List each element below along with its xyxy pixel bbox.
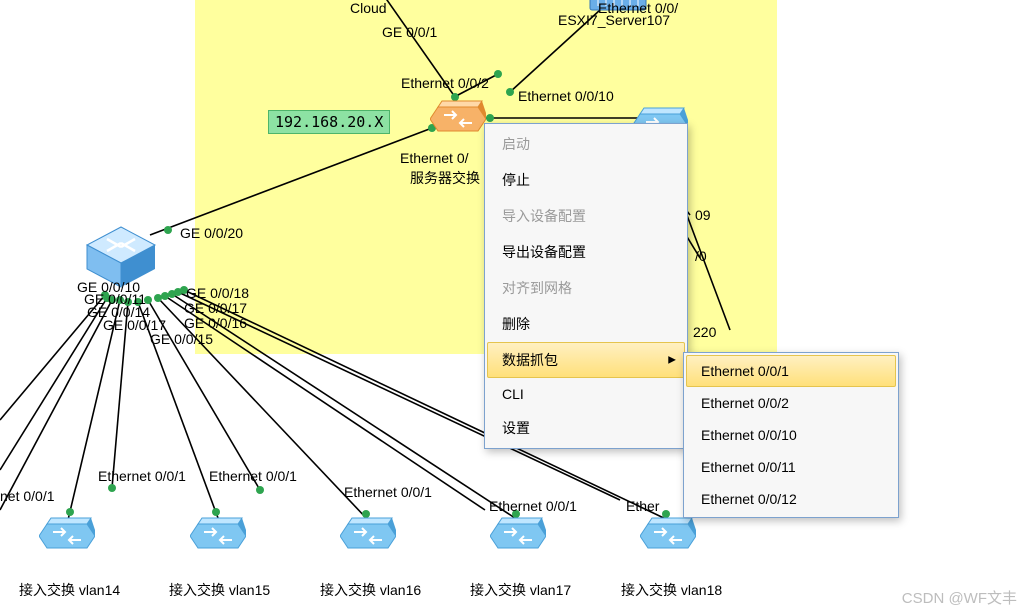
ip-tag: 192.168.20.X bbox=[268, 110, 390, 134]
submenu-item-4[interactable]: Ethernet 0/0/12 bbox=[686, 483, 896, 515]
label-geE: GE 0/0/15 bbox=[150, 331, 213, 347]
label-geG: GE 0/0/17 bbox=[184, 300, 247, 316]
node-sw15[interactable] bbox=[190, 512, 246, 561]
label-vlan15: 接入交换 vlan15 bbox=[169, 580, 270, 600]
label-ge0020: GE 0/0/20 bbox=[180, 225, 243, 241]
context-menu-item-6[interactable]: 数据抓包 ▶ bbox=[487, 342, 685, 378]
menu-item-label: 启动 bbox=[502, 136, 530, 152]
submenu-item-3[interactable]: Ethernet 0/0/11 bbox=[686, 451, 896, 483]
context-menu-item-1[interactable]: 停止 bbox=[487, 162, 685, 198]
label-vlan16: 接入交换 vlan16 bbox=[320, 580, 421, 600]
label-vlan17: 接入交换 vlan17 bbox=[470, 580, 571, 600]
menu-item-label: 删除 bbox=[502, 316, 530, 332]
label-p220: 220 bbox=[693, 324, 716, 340]
node-orange[interactable] bbox=[430, 95, 486, 144]
label-eth0_left: Ethernet 0/ bbox=[400, 150, 469, 166]
menu-item-label: 设置 bbox=[502, 420, 530, 436]
label-p09: 09 bbox=[695, 207, 711, 223]
label-ge001_top: GE 0/0/1 bbox=[382, 24, 437, 40]
submenu-item-1[interactable]: Ethernet 0/0/2 bbox=[686, 387, 896, 419]
context-menu-item-7[interactable]: CLI bbox=[487, 378, 685, 410]
watermark: CSDN @WF文丰 bbox=[902, 587, 1017, 608]
label-geH: GE 0/0/16 bbox=[184, 315, 247, 331]
submenu-arrow-icon: ▶ bbox=[668, 355, 676, 366]
label-eth001_e: Ethernet 0/0/1 bbox=[489, 498, 577, 514]
context-menu-item-4: 对齐到网格 bbox=[487, 270, 685, 306]
label-eth001_f: Ether bbox=[626, 498, 659, 514]
menu-item-label: Ethernet 0/0/10 bbox=[701, 427, 797, 443]
menu-item-label: 数据抓包 bbox=[502, 352, 558, 368]
label-eth001_a: net 0/0/1 bbox=[0, 488, 55, 504]
label-eth0010: Ethernet 0/0/10 bbox=[518, 88, 614, 104]
context-menu-item-3[interactable]: 导出设备配置 bbox=[487, 234, 685, 270]
label-eth001_d: Ethernet 0/0/1 bbox=[344, 484, 432, 500]
menu-item-label: 导入设备配置 bbox=[502, 208, 586, 224]
label-eth002: Ethernet 0/0/2 bbox=[401, 75, 489, 91]
label-eth001_b: Ethernet 0/0/1 bbox=[98, 468, 186, 484]
label-vlan18: 接入交换 vlan18 bbox=[621, 580, 722, 600]
menu-item-label: 停止 bbox=[502, 172, 530, 188]
menu-item-label: Ethernet 0/0/1 bbox=[701, 363, 789, 379]
context-menu-item-2: 导入设备配置 bbox=[487, 198, 685, 234]
menu-item-label: 导出设备配置 bbox=[502, 244, 586, 260]
submenu: Ethernet 0/0/1 Ethernet 0/0/2 Ethernet 0/0… bbox=[683, 352, 899, 518]
label-cloud: Cloud bbox=[350, 0, 387, 16]
label-esxi_top: ESXI7_Server107 bbox=[558, 12, 670, 28]
menu-item-label: Ethernet 0/0/11 bbox=[701, 459, 796, 475]
label-eth001_c: Ethernet 0/0/1 bbox=[209, 468, 297, 484]
node-sw14[interactable] bbox=[39, 512, 95, 561]
node-sw16[interactable] bbox=[340, 512, 396, 561]
context-menu-item-5[interactable]: 删除 bbox=[487, 306, 685, 342]
label-geF: GE 0/0/18 bbox=[186, 285, 249, 301]
menu-item-label: Ethernet 0/0/12 bbox=[701, 491, 797, 507]
menu-item-label: Ethernet 0/0/2 bbox=[701, 395, 789, 411]
menu-item-label: 对齐到网格 bbox=[502, 280, 572, 296]
submenu-item-2[interactable]: Ethernet 0/0/10 bbox=[686, 419, 896, 451]
label-srv_switch: 服务器交换 bbox=[410, 168, 480, 188]
context-menu-item-8[interactable]: 设置 bbox=[487, 410, 685, 446]
label-vlan14: 接入交换 vlan14 bbox=[19, 580, 120, 600]
menu-item-label: CLI bbox=[502, 386, 524, 402]
node-sw17[interactable] bbox=[490, 512, 546, 561]
submenu-item-0[interactable]: Ethernet 0/0/1 bbox=[686, 355, 896, 387]
context-menu-item-0: 启动 bbox=[487, 126, 685, 162]
context-menu: 启动停止导入设备配置导出设备配置对齐到网格删除数据抓包 ▶ CLI 设置 bbox=[484, 123, 688, 449]
node-sw18[interactable] bbox=[640, 512, 696, 561]
label-p0: /0 bbox=[695, 248, 707, 264]
